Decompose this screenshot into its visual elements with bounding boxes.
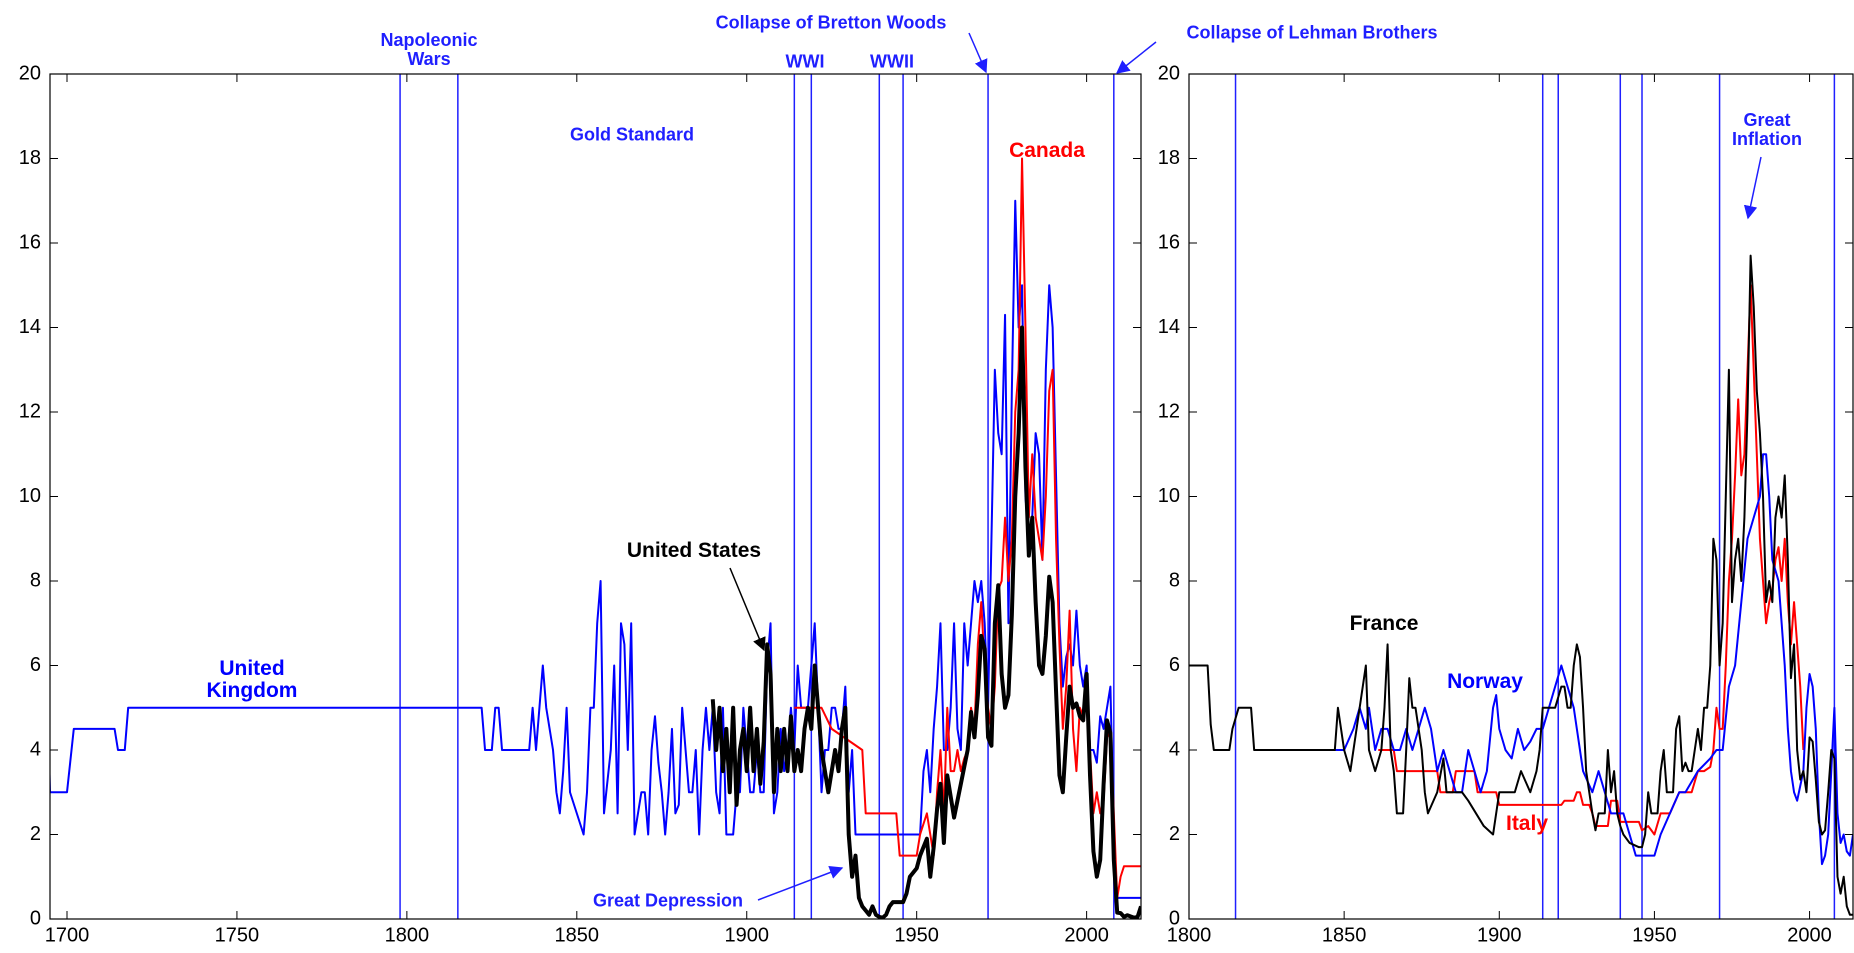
annotation: Collapse of Lehman Brothers: [1186, 22, 1438, 43]
y-tick-label: 10: [1158, 485, 1180, 507]
x-tick-label: 1700: [45, 924, 90, 946]
x-tick-label: 1850: [1322, 924, 1367, 946]
plot-frame: [1188, 73, 1854, 920]
series-label: France: [1349, 611, 1419, 635]
x-tick-label: 1950: [894, 924, 939, 946]
y-tick-label: 18: [1158, 147, 1180, 169]
annotation: WWII: [870, 51, 914, 72]
series-line: [710, 325, 1141, 919]
series-label: Italy: [1505, 811, 1549, 835]
x-tick-label: 1800: [1167, 924, 1212, 946]
y-tick-label: 14: [19, 316, 41, 338]
plot-area: [50, 74, 1141, 919]
plot-frame: [49, 73, 1142, 920]
x-tick-label: 2000: [1064, 924, 1109, 946]
y-tick-label: 20: [19, 62, 41, 84]
y-tick-label: 0: [30, 907, 41, 929]
series-line: [1378, 284, 1805, 836]
y-tick-label: 10: [19, 485, 41, 507]
annotation: WWI: [785, 51, 825, 72]
y-tick-label: 2: [1169, 823, 1180, 845]
annotation: Collapse of Bretton Woods: [715, 12, 947, 33]
y-tick-label: 20: [1158, 62, 1180, 84]
arrow: [729, 567, 766, 652]
y-tick-label: 6: [1169, 654, 1180, 676]
arrow: [968, 32, 988, 74]
y-tick-label: 14: [1158, 316, 1180, 338]
annotation: Napoleonic Wars: [380, 30, 478, 69]
series-label: Norway: [1447, 669, 1523, 693]
series-label: United Kingdom: [206, 656, 298, 702]
annotation: Gold Standard: [569, 124, 694, 145]
x-tick-label: 1800: [385, 924, 430, 946]
plot-area: [1189, 74, 1853, 919]
arrow: [757, 866, 844, 901]
series-line: [1189, 254, 1853, 916]
y-tick-label: 2: [30, 823, 41, 845]
arrow: [1743, 156, 1762, 220]
y-tick-label: 8: [30, 569, 41, 591]
x-tick-label: 1750: [215, 924, 260, 946]
y-tick-label: 16: [19, 231, 41, 253]
x-tick-label: 1900: [724, 924, 769, 946]
y-tick-label: 4: [1169, 738, 1180, 760]
y-tick-label: 18: [19, 147, 41, 169]
x-tick-label: 2000: [1787, 924, 1832, 946]
series-label: Canada: [1009, 138, 1085, 162]
arrow: [1115, 41, 1157, 74]
y-tick-label: 12: [19, 400, 41, 422]
y-tick-label: 12: [1158, 400, 1180, 422]
x-tick-label: 1900: [1477, 924, 1522, 946]
y-tick-label: 8: [1169, 569, 1180, 591]
y-tick-label: 6: [30, 654, 41, 676]
series-label: United States: [626, 538, 762, 562]
x-tick-label: 1950: [1632, 924, 1677, 946]
y-tick-label: 4: [30, 738, 41, 760]
y-tick-label: 16: [1158, 231, 1180, 253]
annotation: Great Inflation: [1732, 110, 1802, 149]
x-tick-label: 1850: [555, 924, 600, 946]
y-tick-label: 0: [1169, 907, 1180, 929]
annotation: Great Depression: [592, 890, 744, 911]
